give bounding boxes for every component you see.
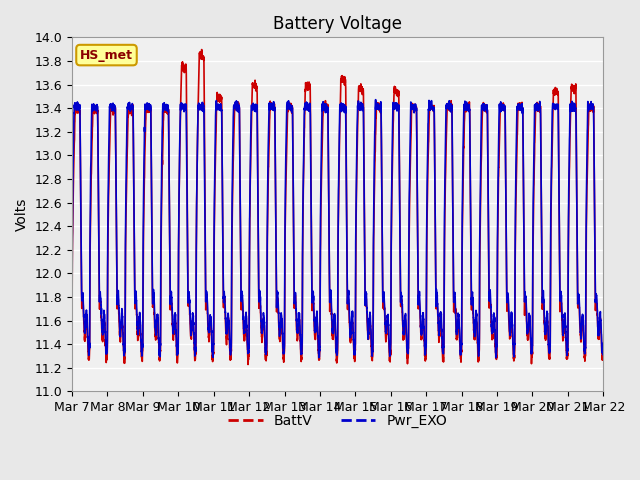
Pwr_EXO bbox=[487, 303, 495, 309]
Text: HS_met: HS_met bbox=[80, 48, 133, 61]
Line: BattV: BattV bbox=[72, 49, 604, 364]
Pwr_EXO bbox=[600, 340, 607, 346]
Pwr_EXO bbox=[164, 108, 172, 114]
BattV bbox=[198, 47, 205, 52]
Pwr_EXO bbox=[599, 352, 607, 358]
Pwr_EXO bbox=[372, 97, 380, 103]
Pwr_EXO bbox=[457, 347, 465, 353]
Legend: BattV, Pwr_EXO: BattV, Pwr_EXO bbox=[223, 409, 452, 434]
Title: Battery Voltage: Battery Voltage bbox=[273, 15, 402, 33]
BattV bbox=[164, 107, 172, 113]
BattV bbox=[457, 354, 465, 360]
BattV bbox=[244, 361, 252, 367]
BattV bbox=[318, 155, 326, 160]
BattV bbox=[600, 348, 607, 353]
Pwr_EXO bbox=[68, 316, 76, 322]
BattV bbox=[599, 355, 607, 361]
Y-axis label: Volts: Volts bbox=[15, 198, 29, 231]
BattV bbox=[487, 309, 495, 315]
Pwr_EXO bbox=[318, 130, 326, 136]
Pwr_EXO bbox=[428, 101, 435, 107]
Line: Pwr_EXO: Pwr_EXO bbox=[72, 100, 604, 358]
Pwr_EXO bbox=[492, 355, 500, 360]
BattV bbox=[428, 106, 435, 112]
BattV bbox=[68, 320, 76, 325]
